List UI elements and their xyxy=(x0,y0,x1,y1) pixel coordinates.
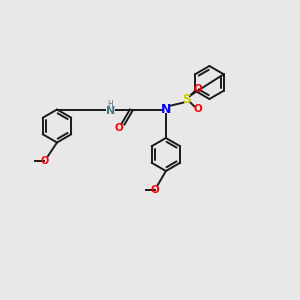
Text: O: O xyxy=(114,123,123,133)
Text: O: O xyxy=(193,104,202,115)
Text: N: N xyxy=(106,106,115,116)
Text: H: H xyxy=(107,100,113,109)
Text: O: O xyxy=(150,185,159,195)
Text: S: S xyxy=(182,92,191,106)
Text: O: O xyxy=(193,83,202,94)
Text: O: O xyxy=(40,156,49,166)
Text: N: N xyxy=(161,103,171,116)
